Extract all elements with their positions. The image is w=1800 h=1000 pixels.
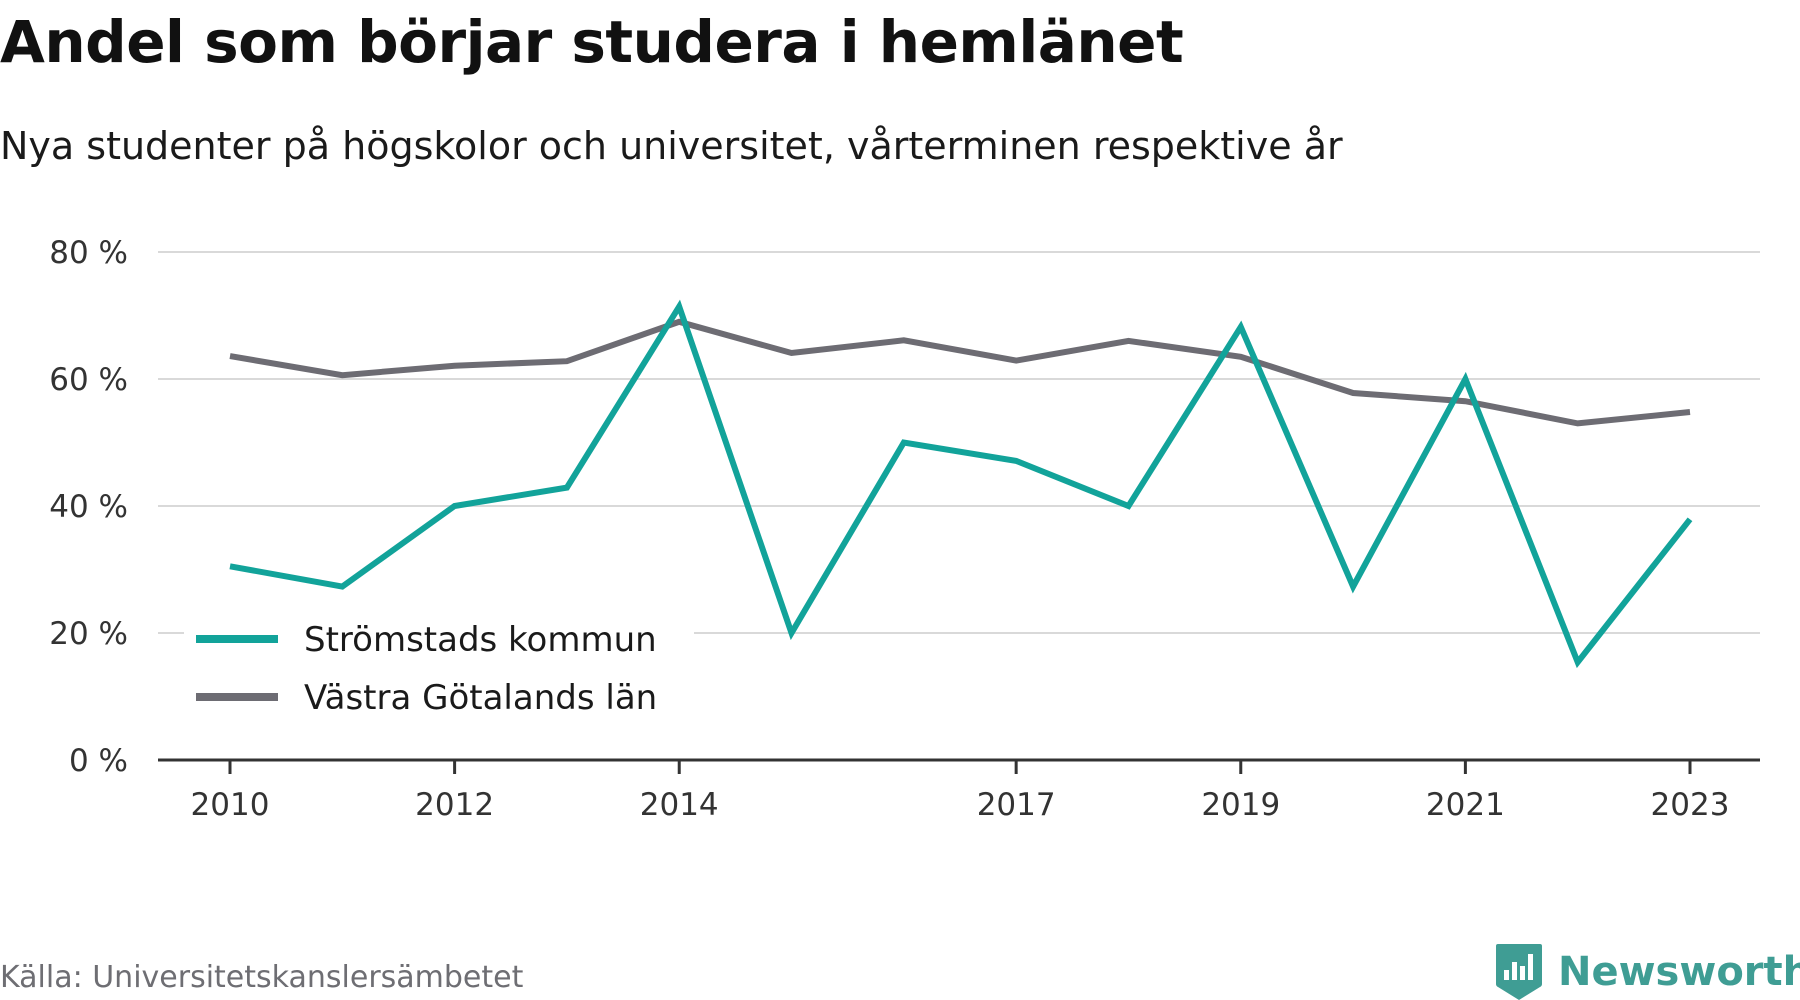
y-tick-label: 20 %	[49, 616, 128, 652]
x-tick-label: 2017	[977, 787, 1056, 823]
chart-title: Andel som börjar studera i hemlänet	[0, 8, 1184, 76]
series-line-stromstad	[229, 299, 1693, 669]
source-note: Källa: Universitetskanslersämbetet	[0, 960, 524, 995]
series-line-vastra-gotaland	[229, 318, 1691, 427]
legend-background	[184, 606, 694, 728]
brand-logo: Newsworthy	[1494, 942, 1800, 1000]
y-tick-label: 40 %	[49, 489, 128, 525]
x-tick-label: 2012	[415, 787, 494, 823]
chart-subtitle: Nya studenter på högskolor och universit…	[0, 124, 1343, 168]
legend-label: Strömstads kommun	[304, 620, 657, 660]
legend-label: Västra Götalands län	[304, 678, 657, 718]
y-tick-label: 80 %	[49, 235, 128, 271]
series-lines	[229, 299, 1693, 669]
x-tick-label: 2021	[1426, 787, 1505, 823]
brand-name: Newsworthy	[1558, 949, 1800, 995]
x-tick-label: 2023	[1651, 787, 1730, 823]
x-tick-label: 2010	[191, 787, 270, 823]
axes: 0 % 20 % 40 % 60 % 80 % 2010 2012 2014 2017 2019 2…	[49, 235, 1760, 823]
grid-lines	[158, 251, 1760, 634]
x-tick-label: 2014	[640, 787, 719, 823]
x-tick-label: 2019	[1201, 787, 1280, 823]
bar-chart-badge-icon	[1496, 944, 1542, 1000]
y-tick-label: 60 %	[49, 362, 128, 398]
y-tick-label: 0 %	[69, 743, 128, 779]
legend: Strömstads kommun Västra Götalands län	[184, 606, 694, 728]
